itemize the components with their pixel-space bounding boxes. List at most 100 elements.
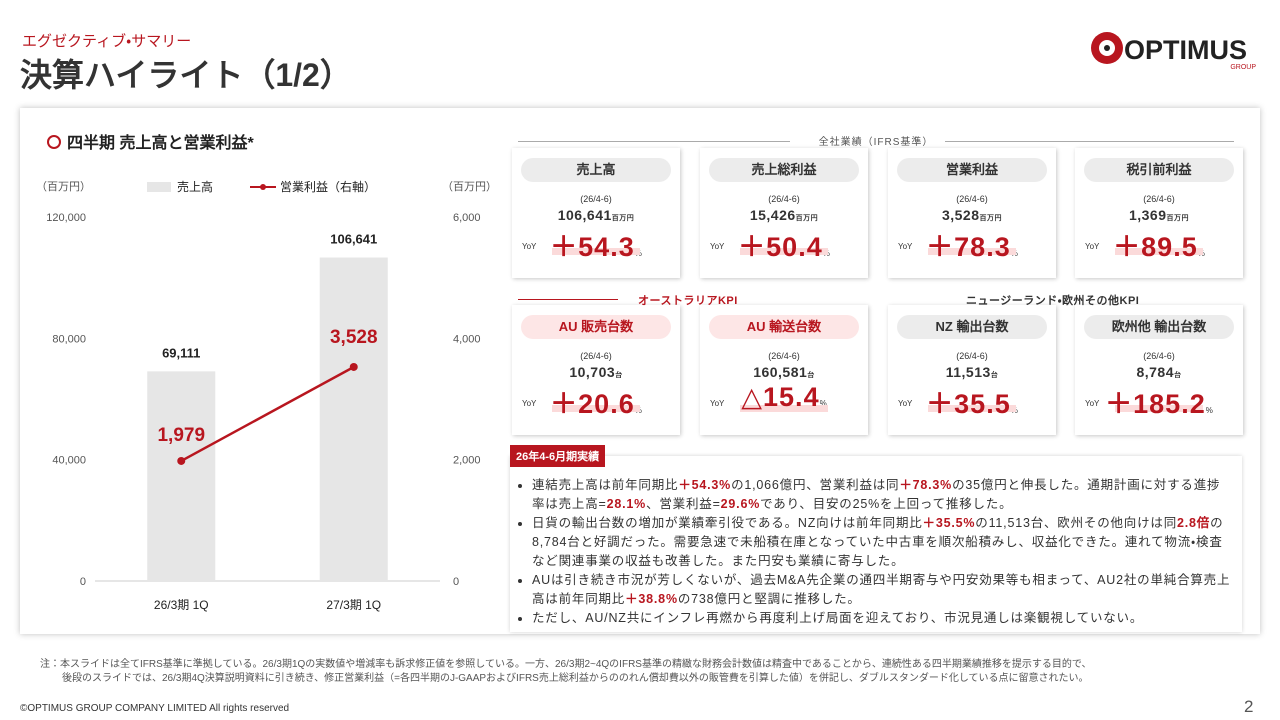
yoy-value: △15.4	[741, 382, 820, 412]
summary-bullet: AUは引き続き市況が芳しくないが、過去M&A先企業の通四半期寄与や円安効果等も相…	[532, 571, 1232, 609]
emphasis: ＋54.3%	[678, 478, 732, 492]
line-value-label: 3,528	[330, 327, 378, 348]
kpi-label: AU 販売台数	[521, 315, 671, 339]
line-point	[349, 362, 358, 371]
logo-group: GROUP	[1230, 64, 1256, 71]
y-axis-unit: （百万円）	[36, 180, 91, 193]
kpi-yoy: YoY＋54.3%	[512, 225, 680, 262]
line-point	[177, 456, 186, 465]
emphasis: ＋78.3%	[899, 478, 953, 492]
x-tick-label: 26/3期 1Q	[154, 598, 209, 612]
yoy-label: YoY	[898, 242, 913, 251]
yoy-value: ＋185.2	[1105, 389, 1206, 419]
bullet-text: ただし、AU/NZ共にインフレ再燃から再度利上げ局面を迎えており、市況見通しは楽…	[532, 611, 1144, 625]
footnote: 注：本スライドは全てIFRS基準に準拠している。26/3期1Qの実数値や増減率も…	[40, 659, 1092, 670]
summary-box	[510, 456, 1242, 632]
kpi-label: 売上高	[521, 158, 671, 182]
kpi-value-number: 15,426	[749, 207, 796, 223]
y2-tick-label: 0	[453, 576, 459, 588]
yoy-highlight	[928, 405, 1016, 412]
kpi-label: AU 輸送台数	[709, 315, 859, 339]
emphasis: ＋38.8%	[625, 592, 678, 606]
legend-label: 売上高	[177, 179, 213, 194]
emphasis: 2.8倍	[1177, 516, 1211, 530]
kpi-period: (26/4-6)	[768, 194, 800, 204]
yoy-value: ＋78.3	[926, 232, 1011, 262]
yoy-unit: %	[1205, 406, 1213, 415]
bullet-text: の738億円と堅調に推移した。	[677, 592, 861, 606]
x-tick-label: 27/3期 1Q	[326, 598, 381, 612]
yoy-highlight	[740, 248, 828, 255]
kpi-period: (26/4-6)	[768, 351, 800, 361]
yoy-value: ＋20.6	[550, 389, 635, 419]
kpi-value-unit: 台	[990, 372, 999, 379]
yoy-highlight	[740, 405, 828, 412]
summary-bullet: ただし、AU/NZ共にインフレ再燃から再度利上げ局面を迎えており、市況見通しは楽…	[532, 609, 1232, 628]
yoy-label: YoY	[522, 242, 537, 251]
line	[180, 365, 355, 463]
yoy-value: ＋54.3	[550, 232, 635, 262]
copyright: ©OPTIMUS GROUP COMPANY LIMITED All right…	[20, 703, 290, 714]
kpi-value-unit: 台	[1174, 372, 1182, 379]
logo: OPTIMUS GROUP	[1091, 32, 1256, 71]
bullet-text: 日貨の輸出台数の増加が業績牽引役である。NZ向けは前年同期比	[532, 516, 923, 530]
kpi-label: NZ 輸出台数	[897, 315, 1047, 339]
logo-dot	[1104, 45, 1110, 51]
kpi-value-number: 11,513	[945, 364, 991, 380]
kpi-value-number: 8,784	[1136, 364, 1175, 380]
kpi-yoy: YoY＋50.4%	[700, 225, 868, 262]
yoy-highlight	[1115, 405, 1203, 412]
summary-tag: 26年4-6月期実績	[510, 445, 606, 467]
yoy-label: YoY	[1085, 242, 1100, 251]
kpi-period: (26/4-6)	[580, 194, 612, 204]
bullet-text: の8,784台と好調だった。需要急速で未船積在庫となっていた中古車を順次船積みし…	[532, 516, 1224, 568]
kpi-value: 10,703台	[512, 364, 680, 380]
kpi-value: 1,369百万円	[1075, 207, 1243, 223]
kpi-yoy: YoY＋89.5%	[1075, 225, 1243, 262]
kpi-period: (26/4-6)	[956, 351, 988, 361]
heading-rule	[945, 141, 1234, 142]
yoy-value: ＋35.5	[926, 389, 1011, 419]
summary-bullet: 日貨の輸出台数の増加が業績牽引役である。NZ向けは前年同期比＋35.5%の11,…	[532, 514, 1232, 571]
footnote: 後段のスライドでは、26/3期4Q決算説明資料に引き続き、修正営業利益（=各四半…	[62, 673, 1089, 684]
yoy-highlight	[1115, 248, 1203, 255]
bar-value-label: 106,641	[330, 232, 377, 247]
kpi-yoy: YoY＋35.5%	[888, 382, 1056, 419]
kpi-value-unit: 百万円	[1166, 215, 1190, 222]
yoy-highlight	[928, 248, 1016, 255]
bullet-text: の35億円と伸長した。通期計画に対する進捗率は売上高=	[532, 478, 1221, 511]
bullet-text: 、営業利益=	[646, 497, 721, 511]
y-tick-label: 40,000	[52, 455, 86, 467]
bullet-text: AUは引き続き市況が芳しくないが、過去M&A先企業の通四半期寄与や円安効果等も相…	[532, 573, 1231, 606]
summary-bullet: 連結売上高は前年同期比＋54.3%の1,066億円、営業利益は同＋78.3%の3…	[532, 476, 1232, 514]
bullet-text: の1,066億円、営業利益は同	[731, 478, 900, 492]
kpi-period: (26/4-6)	[580, 351, 612, 361]
y2-axis-unit: （百万円）	[442, 180, 497, 193]
au-heading-rule	[518, 299, 618, 300]
y2-tick-label: 4,000	[453, 333, 481, 345]
yoy-label: YoY	[710, 399, 725, 408]
subtitle: エグゼクティブ・サマリー	[22, 33, 192, 50]
yoy-label: YoY	[710, 242, 725, 251]
yoy-highlight	[552, 405, 640, 412]
yoy-value: ＋89.5	[1113, 232, 1198, 262]
bar-value-label: 69,111	[162, 345, 200, 360]
bullet-text: であり、目安の25%を上回って推移した。	[760, 497, 1013, 511]
yoy-unit: %	[819, 399, 827, 408]
emphasis: 28.1%	[606, 497, 647, 511]
bullet-text: 連結売上高は前年同期比	[532, 478, 679, 492]
au-heading: オーストラリアKPI	[638, 295, 738, 307]
y-tick-label: 0	[80, 576, 86, 588]
kpi-value-unit: 台	[615, 372, 623, 379]
chart: 四半期 売上高と営業利益* （百万円） （百万円） 0 40,000 80,000 120…	[36, 133, 497, 612]
kpi-value-unit: 百万円	[611, 215, 635, 222]
kpi-card: AU 輸送台数 (26/4-6) 160,581台 YoY △15.4%	[700, 305, 868, 435]
legend-dot	[260, 184, 266, 190]
kpi-value-unit: 百万円	[795, 215, 819, 222]
